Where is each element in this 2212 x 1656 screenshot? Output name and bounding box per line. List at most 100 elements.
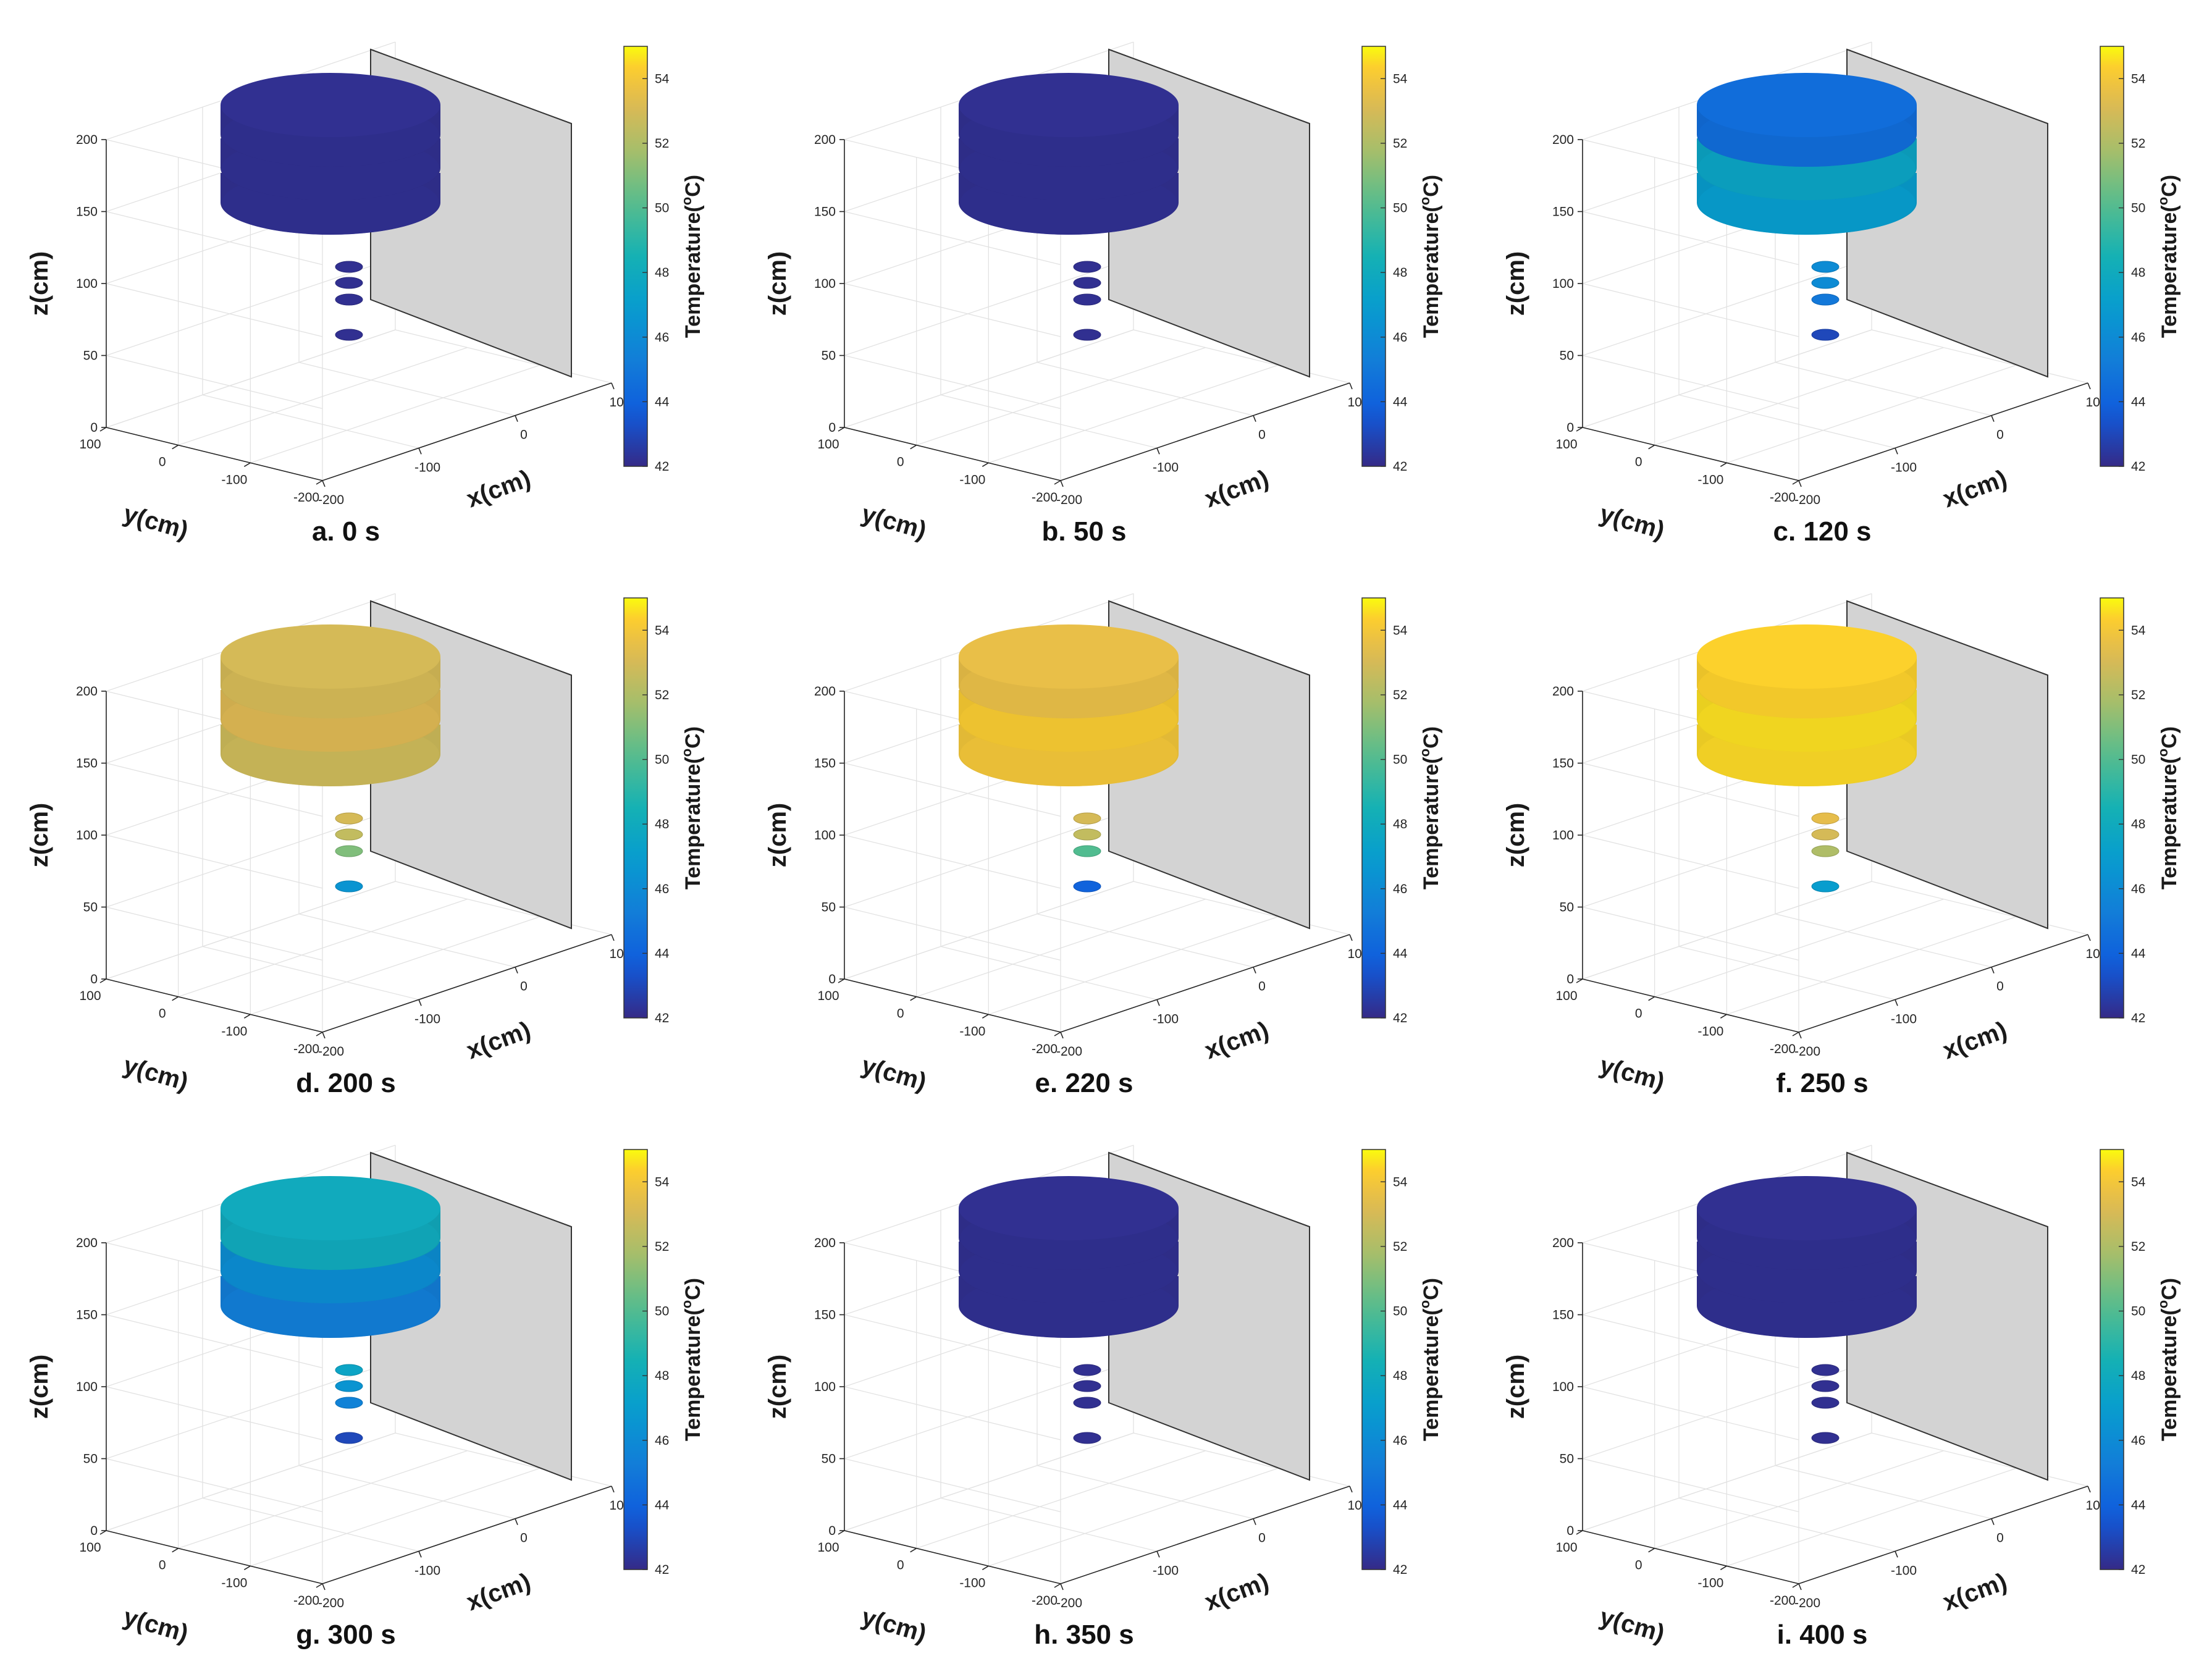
wall-grid-z bbox=[843, 1432, 1134, 1584]
x-tick-mark bbox=[2087, 934, 2091, 941]
colorbar-tick-label: 54 bbox=[1393, 623, 1408, 637]
z-tick-label: 200 bbox=[1552, 1236, 1574, 1250]
x-tick-mark bbox=[1253, 415, 1256, 422]
y-tick-mark bbox=[316, 1032, 323, 1036]
x-axis-label: x(cm) bbox=[1939, 1017, 2010, 1065]
colorbar-tick-label: 50 bbox=[2131, 753, 2145, 767]
colorbar-tick-label: 50 bbox=[2131, 201, 2145, 216]
colorbar-tick-label: 46 bbox=[655, 1434, 669, 1448]
x-axis-label: x(cm) bbox=[1201, 1568, 1272, 1616]
x-axis-line bbox=[1060, 1486, 1350, 1584]
wall-grid-z bbox=[104, 329, 396, 481]
panel-caption: b. 50 s bbox=[1042, 516, 1127, 547]
floor-grid-x bbox=[298, 914, 516, 968]
colorbar-tick-label: 44 bbox=[2131, 946, 2146, 960]
z-tick-label: 0 bbox=[828, 972, 836, 986]
y-axis-line bbox=[1582, 978, 1799, 1033]
panel-h: -200 -100 0 100 -200 -100 0 100 0 50 100 150 200 x(cm… bbox=[738, 1103, 1473, 1655]
axes bbox=[838, 1242, 1353, 1591]
y-axis-label: y(cm) bbox=[120, 1603, 191, 1648]
axes bbox=[99, 691, 615, 1039]
floor-grid-x bbox=[395, 329, 612, 384]
floor-grid-y bbox=[988, 916, 1278, 1015]
x-tick-mark bbox=[1894, 1551, 1898, 1558]
y-tick-label: 0 bbox=[897, 455, 904, 469]
x-tick-mark bbox=[1798, 480, 1802, 487]
y-tick-label: -200 bbox=[293, 1042, 319, 1056]
cushion bbox=[1697, 73, 1917, 235]
y-tick-mark bbox=[99, 978, 107, 983]
lower-disc-1 bbox=[335, 812, 363, 825]
x-tick-mark bbox=[322, 1583, 326, 1591]
floor-grid-x bbox=[395, 1432, 612, 1487]
colorbar-tick-label: 52 bbox=[1393, 137, 1407, 151]
colorbar bbox=[1361, 597, 1386, 1019]
lower-disc-3 bbox=[1811, 1397, 1840, 1409]
floor-grid-x bbox=[1871, 1432, 2088, 1487]
y-tick-mark bbox=[1792, 1583, 1799, 1588]
z-tick-label: 200 bbox=[1552, 684, 1574, 699]
y-tick-label: 0 bbox=[159, 1558, 166, 1573]
panel-f: -200 -100 0 100 -200 -100 0 100 0 50 100 150 200 x(cm… bbox=[1476, 552, 2211, 1103]
y-tick-mark bbox=[172, 1547, 179, 1553]
x-tick-mark bbox=[418, 1551, 422, 1558]
colorbar-tick-label: 50 bbox=[1393, 753, 1407, 767]
x-axis-line bbox=[1798, 382, 2088, 481]
z-tick-label: 0 bbox=[828, 1524, 836, 1538]
colorbar-tick-label: 44 bbox=[1393, 395, 1408, 409]
colorbar-tick-label: 44 bbox=[655, 395, 670, 409]
wall-grid-z bbox=[104, 1432, 396, 1584]
lower-disc-4 bbox=[1073, 329, 1101, 341]
z-tick-label: 50 bbox=[83, 901, 98, 915]
colorbar-tick-label: 52 bbox=[1393, 688, 1407, 702]
lower-disc-4 bbox=[335, 1432, 363, 1444]
y-tick-mark bbox=[1720, 1565, 1727, 1571]
y-axis-label: y(cm) bbox=[859, 500, 930, 545]
colorbar-label: Temperature(oC) bbox=[1417, 1278, 1443, 1441]
x-tick-label: -100 bbox=[414, 1563, 440, 1578]
y-axis-line bbox=[1582, 1530, 1799, 1584]
x-tick-label: 0 bbox=[1996, 1531, 2004, 1545]
y-tick-label: -200 bbox=[293, 490, 319, 505]
colorbar-tick-label: 52 bbox=[655, 1240, 669, 1254]
y-tick-label: -200 bbox=[1770, 490, 1796, 505]
panel-svg-c: -200-1000100-200-1000100050100150200x(cm… bbox=[1502, 41, 2181, 547]
lower-disc-3 bbox=[1811, 293, 1840, 306]
x-tick-mark bbox=[418, 999, 422, 1006]
colorbar bbox=[2100, 597, 2124, 1019]
colorbar-tick-label: 44 bbox=[655, 946, 670, 960]
y-tick-label: 100 bbox=[79, 989, 101, 1003]
z-tick-label: 0 bbox=[90, 972, 98, 986]
colorbar-label-main: Temperature( bbox=[681, 205, 705, 338]
x-tick-label: -100 bbox=[1891, 1012, 1917, 1026]
z-tick-label: 50 bbox=[822, 349, 836, 363]
y-axis-label: y(cm) bbox=[120, 1052, 191, 1096]
y-tick-mark bbox=[838, 978, 845, 983]
panel-a: -200 -100 0 100 -200 -100 0 100 0 50 100 150 200 x(cm… bbox=[0, 0, 735, 552]
y-tick-mark bbox=[982, 1565, 989, 1571]
lower-disc-1 bbox=[1811, 812, 1840, 825]
colorbar-tick-label: 52 bbox=[1393, 1240, 1407, 1254]
floor-grid-y bbox=[250, 916, 540, 1015]
wall-grid-z bbox=[1581, 329, 1872, 481]
colorbar-tick-label: 54 bbox=[2131, 623, 2146, 637]
lower-disc-3 bbox=[1073, 293, 1101, 306]
floor-grid-y bbox=[988, 364, 1278, 463]
y-tick-mark bbox=[1648, 444, 1655, 450]
floor-grid-y bbox=[178, 899, 468, 998]
z-tick-label: 100 bbox=[76, 828, 98, 843]
cushion bbox=[221, 1176, 440, 1338]
x-tick-label: 0 bbox=[520, 1531, 528, 1545]
lower-disc-1 bbox=[1073, 1364, 1101, 1376]
y-tick-mark bbox=[838, 427, 845, 432]
z-tick-label: 200 bbox=[814, 1236, 836, 1250]
colorbar bbox=[2100, 1149, 2124, 1570]
y-tick-mark bbox=[172, 444, 179, 450]
colorbar-tick-label: 42 bbox=[1393, 1563, 1407, 1577]
colorbar-label-main: Temperature( bbox=[2158, 1308, 2181, 1441]
x-tick-label: -200 bbox=[318, 1044, 344, 1059]
x-tick-label: -100 bbox=[414, 1012, 440, 1026]
y-tick-label: 0 bbox=[159, 455, 166, 469]
z-tick-label: 50 bbox=[83, 1452, 98, 1466]
